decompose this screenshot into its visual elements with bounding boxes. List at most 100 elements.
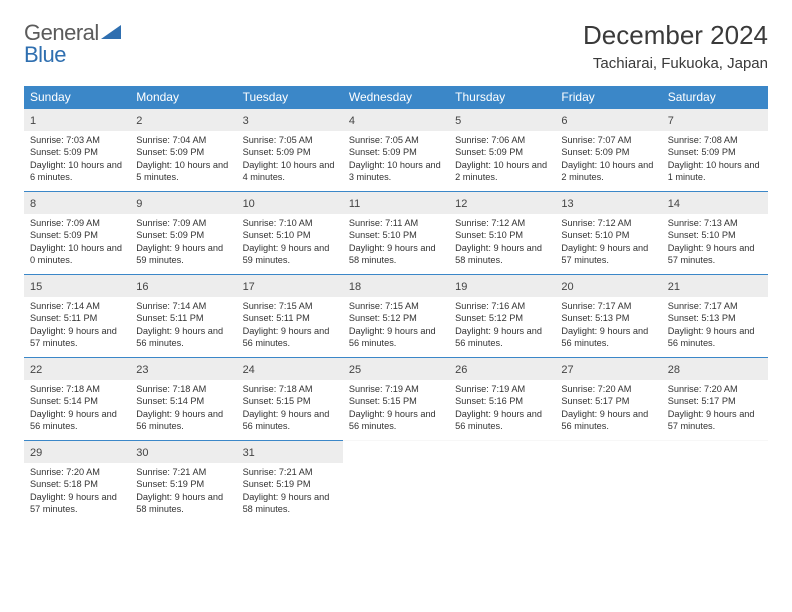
cell-body: Sunrise: 7:14 AMSunset: 5:11 PMDaylight:… (24, 297, 130, 357)
calendar-cell: 21Sunrise: 7:17 AMSunset: 5:13 PMDayligh… (662, 274, 768, 357)
calendar-cell: 28Sunrise: 7:20 AMSunset: 5:17 PMDayligh… (662, 357, 768, 440)
calendar-cell: 3 Sunrise: 7:05 AMSunset: 5:09 PMDaylight… (237, 108, 343, 191)
sunset-text: Sunset: 5:14 PM (30, 395, 124, 407)
sunset-text: Sunset: 5:14 PM (136, 395, 230, 407)
sunset-text: Sunset: 5:09 PM (561, 146, 655, 158)
sunset-text: Sunset: 5:09 PM (243, 146, 337, 158)
calendar-cell: 31 Sunrise: 7:21 AMSunset: 5:19 PMDayligh… (237, 440, 343, 523)
calendar-cell: 11 Sunrise: 7:11 AMSunset: 5:10 PMDayligh… (343, 191, 449, 274)
sunrise-text: Sunrise: 7:17 AM (561, 300, 655, 312)
daylight-text: Daylight: 9 hours and 58 minutes. (455, 242, 549, 267)
day-number: 20 (561, 281, 573, 293)
daylight-text: Daylight: 9 hours and 56 minutes. (243, 408, 337, 433)
calendar-cell (343, 440, 449, 523)
daylight-text: Daylight: 9 hours and 56 minutes. (349, 325, 443, 350)
day-header: Sunday (24, 86, 130, 108)
day-header: Friday (555, 86, 661, 108)
cell-body: Sunrise: 7:17 AMSunset: 5:13 PMDaylight:… (555, 297, 661, 357)
cell-body: Sunrise: 7:05 AMSunset: 5:09 PMDaylight:… (237, 131, 343, 191)
calendar-week: 1Sunrise: 7:03 AMSunset: 5:09 PMDaylight… (24, 108, 768, 191)
calendar-cell: 16Sunrise: 7:14 AMSunset: 5:11 PMDayligh… (130, 274, 236, 357)
sunrise-text: Sunrise: 7:15 AM (349, 300, 443, 312)
sunrise-text: Sunrise: 7:12 AM (455, 217, 549, 229)
sunrise-text: Sunrise: 7:15 AM (243, 300, 337, 312)
day-number: 11 (349, 198, 360, 210)
daylight-text: Daylight: 9 hours and 58 minutes. (243, 491, 337, 516)
sunset-text: Sunset: 5:10 PM (668, 229, 762, 241)
cell-body: Sunrise: 7:11 AMSunset: 5:10 PMDaylight:… (343, 214, 449, 274)
cell-body: Sunrise: 7:08 AMSunset: 5:09 PMDaylight:… (662, 131, 768, 191)
sunset-text: Sunset: 5:10 PM (243, 229, 337, 241)
cell-body: Sunrise: 7:15 AMSunset: 5:11 PMDaylight:… (237, 297, 343, 357)
sunset-text: Sunset: 5:09 PM (136, 146, 230, 158)
daylight-text: Daylight: 9 hours and 56 minutes. (30, 408, 124, 433)
day-number: 14 (668, 198, 680, 210)
sunset-text: Sunset: 5:09 PM (668, 146, 762, 158)
sunset-text: Sunset: 5:09 PM (30, 229, 124, 241)
sunrise-text: Sunrise: 7:07 AM (561, 134, 655, 146)
sunrise-text: Sunrise: 7:10 AM (243, 217, 337, 229)
calendar-cell: 8Sunrise: 7:09 AMSunset: 5:09 PMDaylight… (24, 191, 130, 274)
calendar-week: 29Sunrise: 7:20 AMSunset: 5:18 PMDayligh… (24, 440, 768, 523)
calendar-cell (449, 440, 555, 523)
day-number: 31 (243, 447, 255, 459)
cell-body: Sunrise: 7:18 AMSunset: 5:14 PMDaylight:… (24, 380, 130, 440)
sunset-text: Sunset: 5:13 PM (561, 312, 655, 324)
calendar-cell: 24 Sunrise: 7:18 AMSunset: 5:15 PMDayligh… (237, 357, 343, 440)
daylight-text: Daylight: 10 hours and 2 minutes. (561, 159, 655, 184)
sunrise-text: Sunrise: 7:13 AM (668, 217, 762, 229)
title-block: December 2024 Tachiarai, Fukuoka, Japan (583, 20, 768, 72)
sunset-text: Sunset: 5:10 PM (455, 229, 549, 241)
day-number: 24 (243, 364, 255, 376)
day-number: 17 (243, 281, 255, 293)
sunset-text: Sunset: 5:19 PM (243, 478, 337, 490)
daylight-text: Daylight: 9 hours and 56 minutes. (455, 325, 549, 350)
calendar-cell: 10Sunrise: 7:10 AMSunset: 5:10 PMDayligh… (237, 191, 343, 274)
cell-body: Sunrise: 7:09 AMSunset: 5:09 PMDaylight:… (130, 214, 236, 274)
calendar-cell: 6Sunrise: 7:07 AMSunset: 5:09 PMDaylight… (555, 108, 661, 191)
calendar-cell (662, 440, 768, 523)
day-number: 3 (243, 115, 249, 127)
cell-body: Sunrise: 7:18 AMSunset: 5:14 PMDaylight:… (130, 380, 236, 440)
sunrise-text: Sunrise: 7:19 AM (349, 383, 443, 395)
calendar-cell: 20 Sunrise: 7:17 AMSunset: 5:13 PMDayligh… (555, 274, 661, 357)
daylight-text: Daylight: 9 hours and 57 minutes. (30, 491, 124, 516)
cell-body: Sunrise: 7:10 AMSunset: 5:10 PMDaylight:… (237, 214, 343, 274)
sunrise-text: Sunrise: 7:21 AM (243, 466, 337, 478)
cell-body: Sunrise: 7:18 AMSunset: 5:15 PMDaylight:… (237, 380, 343, 440)
calendar-cell: 7Sunrise: 7:08 AMSunset: 5:09 PMDaylight… (662, 108, 768, 191)
daylight-text: Daylight: 10 hours and 4 minutes. (243, 159, 337, 184)
sunset-text: Sunset: 5:19 PM (136, 478, 230, 490)
calendar-cell: 30Sunrise: 7:21 AMSunset: 5:19 PMDayligh… (130, 440, 236, 523)
sunrise-text: Sunrise: 7:05 AM (243, 134, 337, 146)
calendar-week: 22Sunrise: 7:18 AMSunset: 5:14 PMDayligh… (24, 357, 768, 440)
location: Tachiarai, Fukuoka, Japan (583, 55, 768, 72)
sunrise-text: Sunrise: 7:18 AM (30, 383, 124, 395)
calendar-cell: 25Sunrise: 7:19 AMSunset: 5:15 PMDayligh… (343, 357, 449, 440)
sunrise-text: Sunrise: 7:20 AM (561, 383, 655, 395)
daylight-text: Daylight: 9 hours and 57 minutes. (668, 242, 762, 267)
sunset-text: Sunset: 5:15 PM (349, 395, 443, 407)
cell-body: Sunrise: 7:12 AMSunset: 5:10 PMDaylight:… (449, 214, 555, 274)
sunrise-text: Sunrise: 7:18 AM (136, 383, 230, 395)
sunrise-text: Sunrise: 7:11 AM (349, 217, 443, 229)
cell-body: Sunrise: 7:07 AMSunset: 5:09 PMDaylight:… (555, 131, 661, 191)
logo-text-blue: Blue (24, 42, 66, 68)
calendar-cell: 17 Sunrise: 7:15 AMSunset: 5:11 PMDayligh… (237, 274, 343, 357)
calendar-cell: 14 Sunrise: 7:13 AMSunset: 5:10 PMDayligh… (662, 191, 768, 274)
sunset-text: Sunset: 5:16 PM (455, 395, 549, 407)
daylight-text: Daylight: 9 hours and 57 minutes. (668, 408, 762, 433)
sunset-text: Sunset: 5:17 PM (668, 395, 762, 407)
sunset-text: Sunset: 5:13 PM (668, 312, 762, 324)
sunset-text: Sunset: 5:12 PM (455, 312, 549, 324)
daylight-text: Daylight: 9 hours and 56 minutes. (136, 325, 230, 350)
calendar-cell: 15Sunrise: 7:14 AMSunset: 5:11 PMDayligh… (24, 274, 130, 357)
daylight-text: Daylight: 9 hours and 58 minutes. (349, 242, 443, 267)
daylight-text: Daylight: 9 hours and 56 minutes. (668, 325, 762, 350)
day-header: Thursday (449, 86, 555, 108)
cell-body: Sunrise: 7:06 AMSunset: 5:09 PMDaylight:… (449, 131, 555, 191)
cell-body: Sunrise: 7:14 AMSunset: 5:11 PMDaylight:… (130, 297, 236, 357)
daylight-text: Daylight: 9 hours and 59 minutes. (136, 242, 230, 267)
day-headers-row: Sunday Monday Tuesday Wednesday Thursday… (24, 86, 768, 108)
day-number: 9 (136, 198, 142, 210)
